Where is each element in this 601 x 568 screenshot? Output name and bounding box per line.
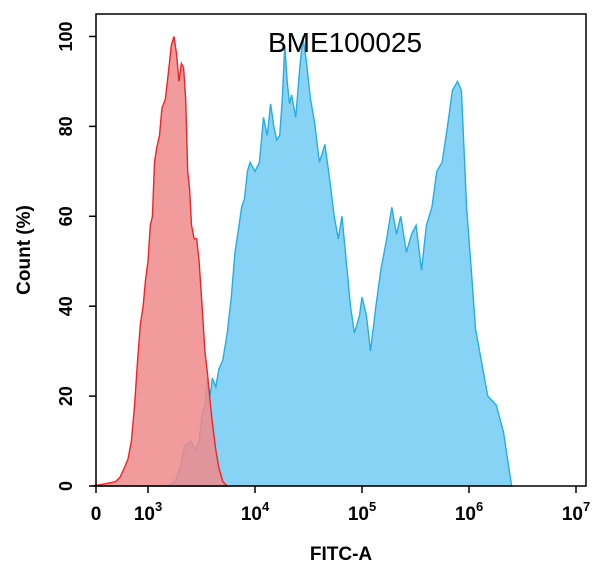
x-tick-label: 0 [91,504,102,525]
x-tick-label: 105 [348,499,376,525]
plot-areas [91,36,513,487]
x-tick-label: 104 [241,499,270,525]
histogram-series-1 [148,36,513,487]
plot-frame [95,13,587,487]
y-tick-label: 80 [56,116,76,136]
x-tick-label: 103 [134,499,162,525]
y-tick-label: 100 [56,21,76,51]
x-axis-title: FITC-A [310,544,373,565]
y-axis: 0 20 40 60 80 100 [56,21,96,491]
y-tick-label: 20 [56,386,76,406]
x-tick-label: 107 [562,499,590,525]
y-tick-label: 0 [56,481,76,491]
y-tick-label: 40 [56,296,76,316]
y-tick-label: 60 [56,206,76,226]
histogram-series-2 [91,36,229,487]
chart-title: BME100025 [268,27,422,58]
y-axis-title: Count (%) [14,205,35,295]
x-axis: 0103104105106107108 [91,486,590,525]
x-tick-label: 106 [455,499,483,525]
